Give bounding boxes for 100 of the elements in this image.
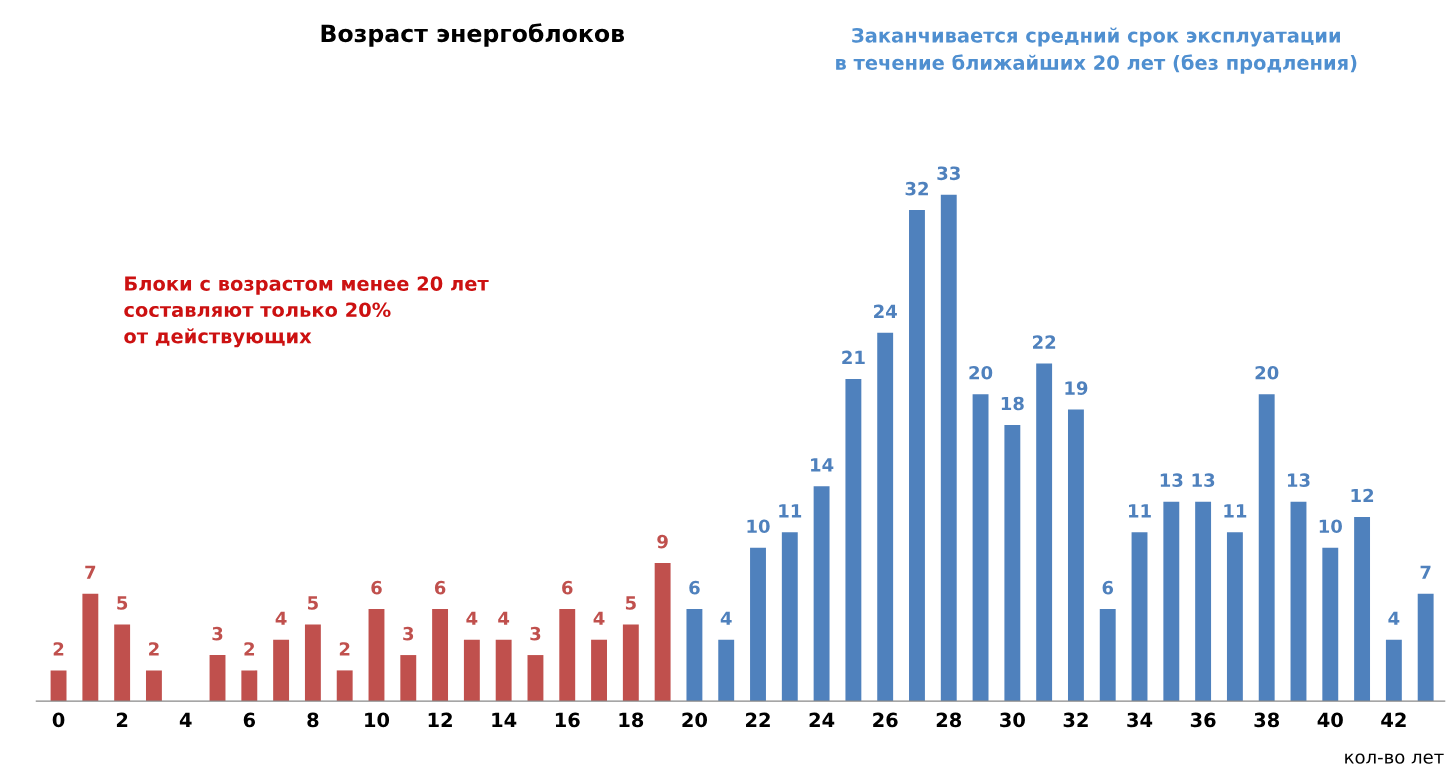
data-label: 4 <box>720 611 732 625</box>
x-tick-label: 24 <box>809 712 835 727</box>
bar <box>368 609 385 702</box>
bar <box>1322 547 1339 702</box>
data-label: 2 <box>149 642 159 656</box>
bar <box>845 378 862 702</box>
bar <box>559 609 576 702</box>
data-label: 12 <box>1351 488 1374 503</box>
x-tick-label: 20 <box>682 712 708 728</box>
bar <box>1258 394 1275 702</box>
bar <box>114 624 131 702</box>
bar <box>1004 424 1021 702</box>
x-tick-label: 22 <box>746 712 770 727</box>
data-label: 22 <box>1033 335 1056 349</box>
bar <box>718 639 735 702</box>
bar <box>1226 532 1243 702</box>
bar <box>1385 639 1402 702</box>
x-tick-label: 42 <box>1381 712 1406 727</box>
x-tick-label: 10 <box>365 712 390 728</box>
x-tick-label: 34 <box>1127 712 1153 728</box>
bar <box>877 332 894 702</box>
x-tick-label: 14 <box>492 712 517 727</box>
data-label: 9 <box>657 534 668 549</box>
x-tick-label: 6 <box>243 712 256 728</box>
bar <box>209 655 226 702</box>
data-label: 2 <box>244 642 255 656</box>
x-tick-label: 18 <box>619 712 644 728</box>
data-label: 4 <box>466 611 478 625</box>
data-label: 2 <box>339 642 350 656</box>
bar <box>781 532 798 702</box>
data-label: 6 <box>434 580 446 595</box>
data-label: 2 <box>53 642 64 656</box>
bar <box>527 655 544 702</box>
data-label: 3 <box>212 626 223 641</box>
data-label: 3 <box>403 626 414 641</box>
data-label: 11 <box>779 504 802 518</box>
bar <box>1067 409 1084 702</box>
bar <box>495 639 512 702</box>
x-tick-label: 12 <box>428 712 452 727</box>
data-label: 6 <box>689 580 700 595</box>
x-tick-label: 28 <box>936 712 962 728</box>
bar <box>273 639 290 702</box>
data-label: 7 <box>85 565 96 579</box>
x-tick-label: 30 <box>1000 712 1025 728</box>
x-tick-label: 38 <box>1254 712 1280 728</box>
data-label: 6 <box>371 580 382 595</box>
bar <box>1290 501 1307 702</box>
chart-title: Возраст энергоблоков <box>321 23 625 47</box>
bar <box>1163 501 1180 702</box>
x-tick-label: 36 <box>1190 712 1216 728</box>
bar <box>463 639 480 702</box>
bar <box>1099 609 1116 702</box>
bar <box>1417 593 1434 702</box>
x-tick-label: 16 <box>555 712 580 728</box>
bar <box>145 670 162 702</box>
bar <box>400 655 417 702</box>
bar <box>1195 501 1212 702</box>
data-label: 19 <box>1065 381 1088 395</box>
data-label: 32 <box>905 181 928 196</box>
data-label: 10 <box>1319 519 1342 534</box>
bar <box>686 609 703 702</box>
data-label: 13 <box>1160 473 1183 488</box>
bar <box>813 486 830 702</box>
bar <box>1036 363 1053 702</box>
data-label: 11 <box>1129 504 1151 518</box>
data-label: 13 <box>1287 473 1310 488</box>
data-label: 13 <box>1192 473 1215 488</box>
data-label: 24 <box>874 304 897 318</box>
data-label: 10 <box>747 519 770 534</box>
data-label: 18 <box>1001 396 1024 411</box>
data-label: 14 <box>811 458 834 472</box>
x-tick-label: 4 <box>179 712 192 727</box>
annotation: Блоки с возрастом менее 20 лет составляют только 20% от действующих <box>124 276 489 348</box>
data-label: 3 <box>530 626 541 641</box>
data-label: 6 <box>562 580 573 595</box>
text: Заканчивается средний срок эксплуатации в течение ближайших 20 лет (без продления) <box>836 27 1357 74</box>
data-label: 5 <box>308 596 318 610</box>
bar <box>432 609 449 702</box>
data-label: 7 <box>1420 565 1431 579</box>
data-label: 5 <box>117 596 128 610</box>
x-tick-label: 0 <box>52 712 65 728</box>
x-tick-label: 40 <box>1317 712 1343 728</box>
bar <box>336 670 353 702</box>
x-axis-title: кол-во лет <box>1345 753 1444 764</box>
data-label: 5 <box>625 596 636 610</box>
data-label: 20 <box>1255 365 1279 380</box>
bar <box>622 624 639 702</box>
data-label: 4 <box>1388 611 1400 625</box>
data-label: 4 <box>498 611 510 625</box>
data-label: 11 <box>1224 504 1247 518</box>
bar <box>654 563 671 702</box>
x-tick-label: 8 <box>307 712 319 728</box>
data-label: 6 <box>1102 580 1114 595</box>
data-label: 4 <box>593 611 605 625</box>
x-tick-label: 32 <box>1063 712 1088 728</box>
bar <box>940 194 957 702</box>
bar <box>50 670 67 702</box>
bar <box>972 394 989 702</box>
bar <box>304 624 321 702</box>
bar <box>241 670 258 702</box>
